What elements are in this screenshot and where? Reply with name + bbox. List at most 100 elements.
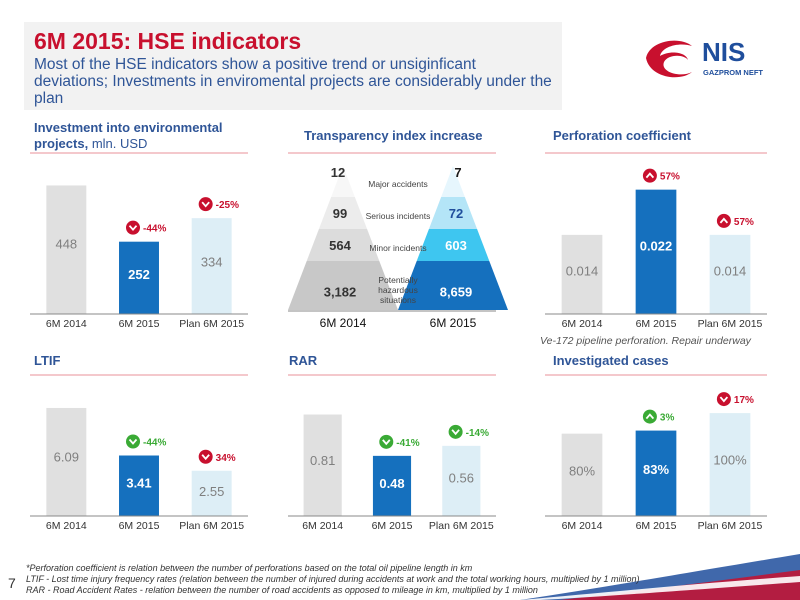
perforation-rule [545, 152, 767, 154]
investigated-rule [545, 374, 767, 376]
pyramid-value-label: 7 [454, 165, 461, 180]
pyramid-value-label: 72 [449, 206, 463, 221]
bar-value-label: 252 [128, 267, 150, 282]
pyramid-value-label: 12 [331, 165, 345, 180]
change-badge-label: -25% [216, 200, 239, 211]
change-badge-label: 17% [734, 395, 754, 406]
change-badge-0: -44% [126, 220, 166, 235]
arrow-down-icon [198, 197, 213, 212]
transparency-chart: 12 7 99 72 564 603 3,182 8,659 Major accidents Se… [288, 160, 508, 335]
perforation-svg: 0.014 6M 2014 0.022 6M 2015 0.014 Plan 6M 201… [545, 168, 767, 330]
investment-title: Investment into environmental projects, … [34, 120, 223, 151]
change-badge-0: 57% [642, 168, 680, 183]
change-badge-label: 3% [660, 413, 675, 424]
pyramid-level-label: Major accidents [368, 179, 428, 189]
pyramid-band-2014-2 [306, 229, 380, 261]
ltif-svg: 6.09 6M 2014 3.41 6M 2015 2.55 Plan 6M 2015 -4… [30, 407, 248, 532]
x-tick-label: Plan 6M 2015 [429, 520, 494, 532]
bar-value-label: 0.014 [566, 263, 599, 278]
x-tick-label: 6M 2015 [430, 316, 477, 330]
logo-swirl-icon [646, 40, 692, 78]
pyramid-value-label: 99 [333, 206, 347, 221]
pyramid-band-2014-0 [331, 166, 355, 197]
page-title: 6M 2015: HSE indicators [34, 28, 302, 54]
arrow-down-icon [716, 392, 731, 407]
x-tick-label: 6M 2014 [46, 318, 87, 330]
x-tick-label: 6M 2015 [372, 520, 413, 532]
ltif-chart: 6.09 6M 2014 3.41 6M 2015 2.55 Plan 6M 2015 -4… [30, 380, 248, 550]
arrow-down-icon [126, 434, 141, 449]
pyramid-value-label: 8,659 [440, 285, 473, 300]
x-tick-label: 6M 2015 [119, 520, 160, 532]
arrow-up-icon [642, 409, 657, 424]
x-tick-label: 6M 2015 [636, 520, 677, 532]
change-badge-1: 34% [198, 449, 236, 464]
nis-logo-mark: NIS GAZPROM NEFT [646, 37, 763, 78]
bar-6m-2014 [46, 185, 87, 314]
bar-value-label: 83% [643, 462, 669, 477]
x-tick-label: Plan 6M 2015 [179, 520, 244, 532]
investigated-chart: 80% 6M 2014 83% 6M 2015 100% Plan 6M 2015 3% 17… [545, 380, 767, 550]
x-tick-label: Plan 6M 2015 [698, 520, 763, 532]
x-tick-label: 6M 2014 [562, 520, 603, 532]
header-box: 6M 2015: HSE indicators Most of the HSE … [24, 22, 562, 110]
bar-6m-2014 [561, 433, 603, 516]
bar-6m-2015 [635, 430, 677, 516]
investment-rule [30, 152, 248, 154]
pyramid-band-2015-3 [398, 261, 508, 310]
bar-value-label: 0.56 [449, 470, 474, 485]
bar-plan-6m-2015 [191, 218, 232, 314]
bar-value-label: 3.41 [126, 476, 151, 491]
bar-value-label: 0.48 [379, 476, 404, 491]
arrow-down-icon [198, 449, 213, 464]
logo-tagline: GAZPROM NEFT [703, 68, 763, 77]
pyramid-value-label: 564 [329, 238, 351, 253]
bar-value-label: 448 [55, 236, 77, 251]
footer-note-perforation: *Perforation coefficient is relation bet… [26, 563, 473, 573]
arrow-up-icon [716, 213, 731, 228]
bar-value-label: 80% [569, 464, 595, 479]
bar-value-label: 6.09 [54, 450, 79, 465]
transparency-rule [288, 152, 496, 154]
pyramid-value-label: 603 [445, 238, 467, 253]
bar-value-label: 0.014 [714, 263, 747, 278]
arrow-down-icon [379, 434, 394, 449]
pyramid-band-2014-3 [288, 261, 398, 310]
rar-rule [288, 374, 496, 376]
footer-notes: *Perforation coefficient is relation bet… [26, 563, 639, 596]
bar-value-label: 334 [201, 254, 223, 269]
bar-6m-2015 [119, 455, 159, 516]
change-badge-1: 57% [716, 213, 754, 228]
pyramid-band-2015-2 [416, 229, 490, 261]
change-badge-label: 34% [216, 453, 236, 464]
bar-6m-2015 [119, 241, 159, 314]
bar-value-label: 2.55 [199, 484, 224, 499]
investment-svg: 448 6M 2014 252 6M 2015 334 Plan 6M 2015 -44% -… [30, 185, 248, 330]
x-tick-label: 6M 2015 [119, 318, 160, 330]
page-subtitle: Most of the HSE indicators show a positi… [34, 56, 552, 107]
ltif-title: LTIF [34, 353, 61, 368]
arrow-up-icon [642, 168, 657, 183]
change-badge-1: -25% [198, 197, 239, 212]
rar-title: RAR [289, 353, 318, 368]
investigated-title: Investigated cases [553, 353, 669, 368]
footer-note-rar: RAR - Road Accident Rates - relation bet… [26, 585, 538, 595]
change-badge-label: -41% [396, 438, 419, 449]
pyramid-level-label: Serious incidents [366, 211, 431, 221]
change-badge-label: 57% [734, 217, 754, 228]
page-number: 7 [8, 575, 16, 591]
arrow-down-icon [448, 424, 463, 439]
pyramid-band-2015-1 [428, 197, 478, 229]
bar-plan-6m-2015 [709, 234, 751, 314]
x-tick-label: 6M 2014 [562, 318, 603, 330]
bar-6m-2014 [561, 234, 603, 314]
perforation-title: Perforation coefficient [553, 128, 691, 143]
bar-6m-2014 [303, 414, 342, 516]
perforation-note: Ve-172 pipeline perforation. Repair unde… [540, 335, 751, 347]
investment-chart: 448 6M 2014 252 6M 2015 334 Plan 6M 2015 -44% -… [30, 160, 248, 335]
footer-swoosh [520, 554, 800, 600]
transparency-svg: 12 7 99 72 564 603 3,182 8,659 Major accidents Se… [288, 165, 508, 330]
bar-6m-2014 [46, 407, 87, 516]
rar-chart: 0.81 6M 2014 0.48 6M 2015 0.56 Plan 6M 2015 -4… [288, 380, 496, 550]
bar-plan-6m-2015 [442, 445, 481, 516]
